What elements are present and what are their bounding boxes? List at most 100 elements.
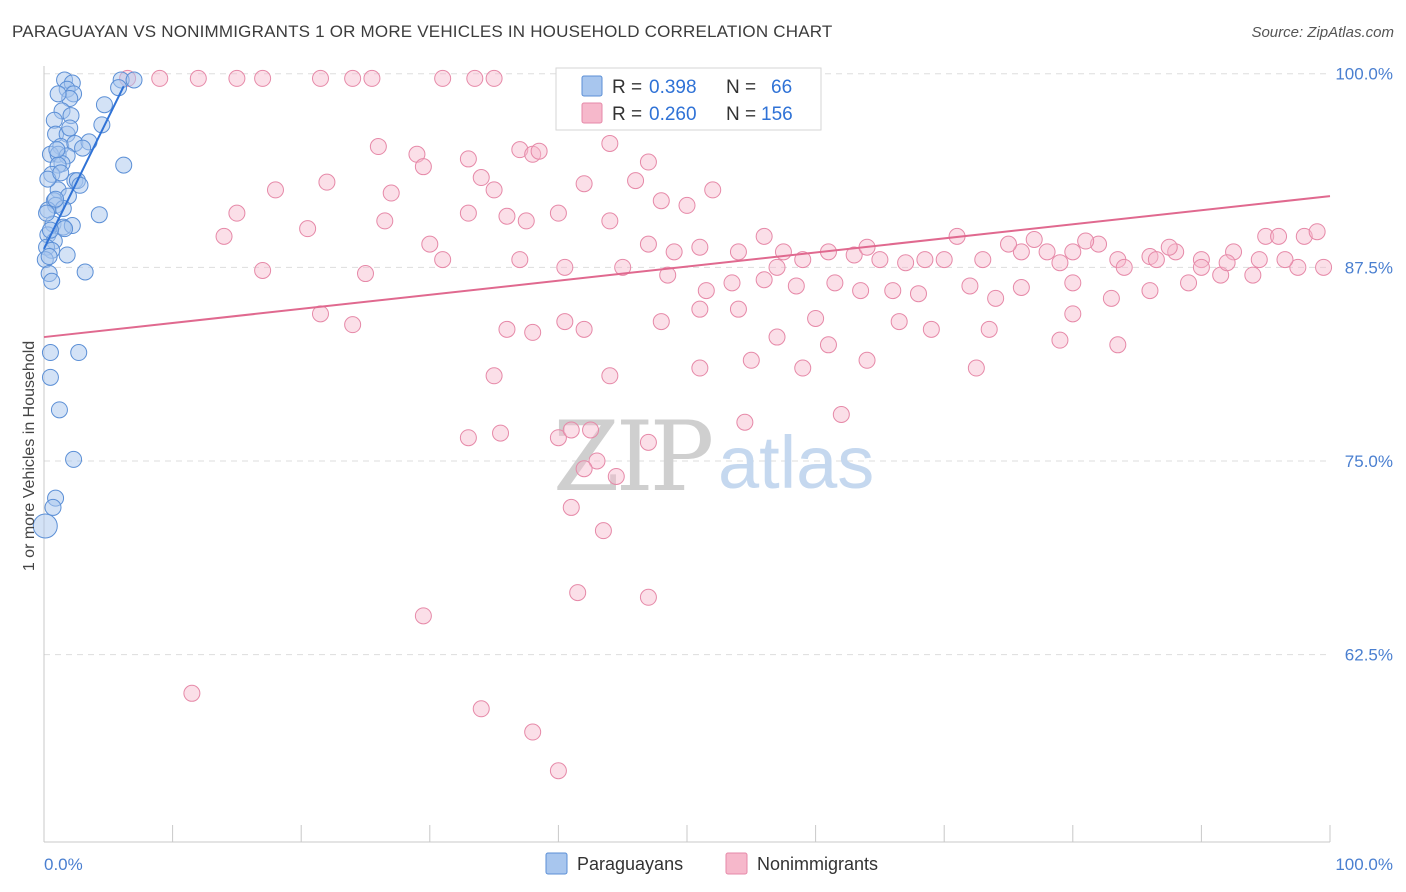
nonimmigrant-point: [459, 204, 477, 222]
nonimmigrant-point: [1218, 254, 1236, 272]
nonimmigrant-point: [974, 251, 992, 269]
nonimmigrant-point: [961, 277, 979, 295]
nonimmigrant-point: [729, 243, 747, 261]
legend-n-value: 156: [761, 104, 793, 125]
nonimmigrant-point: [549, 204, 567, 222]
nonimmigrant-point: [517, 212, 535, 230]
nonimmigrant-point: [826, 274, 844, 292]
nonimmigrant-point: [607, 467, 625, 485]
nonimmigrant-point: [794, 359, 812, 377]
nonimmigrant-point: [594, 522, 612, 540]
nonimmigrant-point: [627, 172, 645, 190]
nonimmigrant-point: [266, 181, 284, 199]
nonimmigrant-point: [768, 328, 786, 346]
paraguayan-point: [50, 401, 68, 419]
legend-label-paraguayans: Paraguayans: [577, 854, 683, 874]
x-tick-labels: 0.0% 100.0%: [44, 855, 1393, 874]
nonimmigrant-point: [466, 69, 484, 87]
nonimmigrant-point: [485, 367, 503, 385]
nonimmigrants-trendline: [43, 195, 1331, 339]
nonimmigrant-point: [852, 282, 870, 300]
nonimmigrant-point: [1064, 305, 1082, 323]
nonimmigrant-point: [228, 204, 246, 222]
watermark-atlas: atlas: [718, 421, 874, 504]
nonimmigrant-point: [472, 169, 490, 187]
nonimmigrant-point: [575, 460, 593, 478]
paraguayans-trendline: [43, 85, 125, 250]
paraguayan-point: [48, 141, 66, 159]
legend-marker-paraguayans: [545, 852, 568, 875]
nonimmigrant-point: [511, 141, 529, 159]
nonimmigrant-point: [459, 429, 477, 447]
nonimmigrant-point: [1012, 243, 1030, 261]
watermark-zip: ZIP: [553, 401, 712, 513]
nonimmigrant-point: [1141, 282, 1159, 300]
nonimmigrant-point: [299, 220, 317, 238]
nonimmigrant-point: [639, 588, 657, 606]
legend-label-nonimmigrants: Nonimmigrants: [757, 854, 878, 874]
legend-swatch-paraguayans: [581, 75, 603, 97]
nonimmigrant-point: [652, 313, 670, 331]
nonimmigrant-point: [575, 175, 593, 193]
nonimmigrant-point: [421, 235, 439, 253]
nonimmigrant-point: [652, 192, 670, 210]
paraguayans-points: [32, 71, 143, 539]
nonimmigrant-point: [736, 413, 754, 431]
nonimmigrant-point: [1289, 258, 1307, 276]
nonimmigrant-point: [254, 261, 272, 279]
nonimmigrants-points: [119, 69, 1333, 780]
y-tick-label: 75.0%: [1345, 452, 1393, 471]
y-tick-label: 87.5%: [1345, 258, 1393, 277]
nonimmigrant-point: [254, 69, 272, 87]
nonimmigrant-point: [459, 150, 477, 168]
paraguayan-point: [58, 246, 76, 264]
nonimmigrant-point: [498, 320, 516, 338]
nonimmigrant-point: [884, 282, 902, 300]
nonimmigrant-point: [1225, 243, 1243, 261]
paraguayan-point: [110, 79, 128, 97]
nonimmigrant-point: [569, 584, 587, 602]
nonimmigrant-point: [562, 421, 580, 439]
paraguayan-point: [76, 263, 94, 281]
nonimmigrant-point: [916, 251, 934, 269]
y-tick-labels: 62.5% 75.0% 87.5% 100.0%: [1335, 65, 1393, 665]
nonimmigrant-point: [819, 336, 837, 354]
axes: [43, 66, 1331, 843]
nonimmigrant-point: [556, 258, 574, 276]
nonimmigrant-point: [858, 351, 876, 369]
nonimmigrant-point: [967, 359, 985, 377]
nonimmigrant-point: [1192, 258, 1210, 276]
nonimmigrant-point: [1012, 278, 1030, 296]
nonimmigrant-point: [665, 243, 683, 261]
nonimmigrant-point: [1115, 258, 1133, 276]
nonimmigrant-point: [414, 158, 432, 176]
nonimmigrant-point: [1270, 227, 1288, 245]
nonimmigrant-point: [1250, 251, 1268, 269]
x-tick-label-max: 100.0%: [1335, 855, 1393, 874]
nonimmigrant-point: [1308, 223, 1326, 241]
nonimmigrant-point: [1160, 238, 1178, 256]
series-legend: Paraguayans Nonimmigrants: [545, 852, 878, 875]
y-axis-title: 1 or more Vehicles in Household: [21, 341, 38, 571]
nonimmigrant-point: [1051, 254, 1069, 272]
nonimmigrant-point: [582, 421, 600, 439]
nonimmigrant-point: [723, 274, 741, 292]
nonimmigrant-point: [794, 251, 812, 269]
nonimmigrant-point: [614, 258, 632, 276]
nonimmigrant-point: [472, 700, 490, 718]
paraguayan-point: [41, 368, 59, 386]
nonimmigrant-point: [601, 134, 619, 152]
legend-n-label: N =: [726, 104, 756, 125]
nonimmigrant-point: [363, 69, 381, 87]
nonimmigrant-point: [890, 313, 908, 331]
nonimmigrant-point: [434, 69, 452, 87]
nonimmigrant-point: [318, 173, 336, 191]
nonimmigrant-point: [562, 498, 580, 516]
paraguayan-point: [115, 156, 133, 174]
legend-marker-nonimmigrants: [725, 852, 748, 875]
nonimmigrant-point: [511, 251, 529, 269]
nonimmigrant-point: [524, 723, 542, 741]
nonimmigrant-point: [1064, 274, 1082, 292]
nonimmigrant-point: [787, 277, 805, 295]
nonimmigrant-point: [1147, 251, 1165, 269]
